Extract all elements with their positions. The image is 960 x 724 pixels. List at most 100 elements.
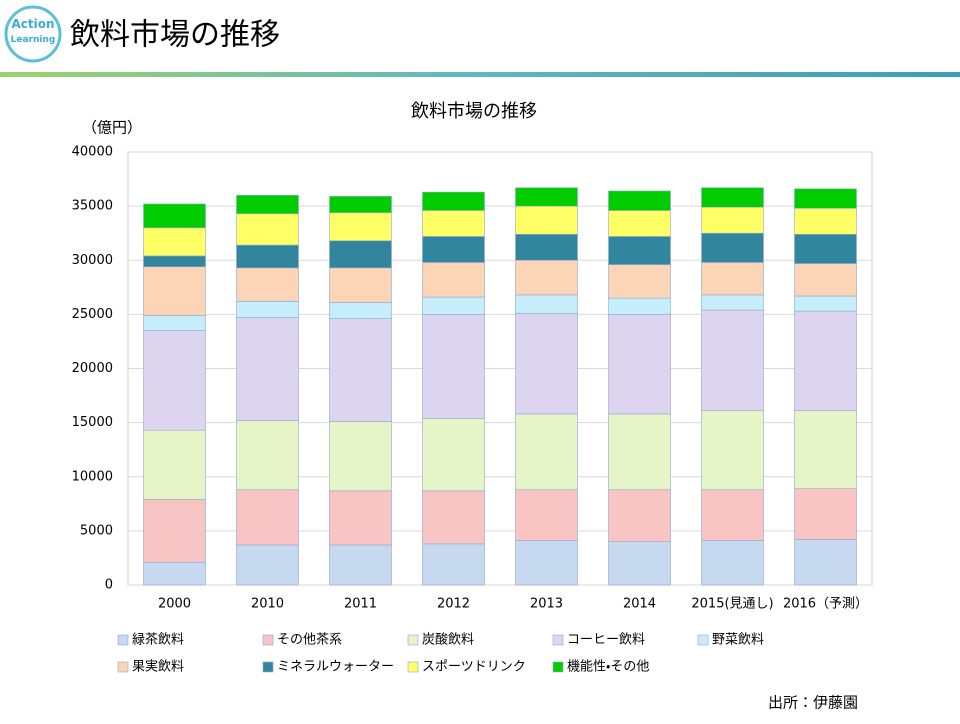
x-tick-label: 2015(見通し) bbox=[691, 597, 773, 612]
bar-segment bbox=[329, 212, 392, 242]
y-tick-label: 35000 bbox=[72, 199, 113, 214]
bar-segment bbox=[515, 294, 578, 314]
bar-segment bbox=[422, 417, 485, 492]
legend-label: 野菜飲料 bbox=[712, 633, 764, 648]
bar-segment bbox=[422, 210, 485, 237]
logo-text: Learning bbox=[11, 35, 56, 45]
y-tick-label: 20000 bbox=[72, 361, 113, 376]
bar-segment bbox=[794, 410, 857, 489]
bar-segment bbox=[236, 317, 299, 421]
bar-segment bbox=[143, 203, 206, 229]
bar-segment bbox=[236, 195, 299, 215]
bar-segment bbox=[794, 233, 857, 264]
y-tick-label: 10000 bbox=[72, 469, 113, 484]
x-tick-label: 2012 bbox=[437, 597, 470, 612]
bar-segment bbox=[236, 489, 299, 546]
slide-title: 飲料市場の推移 bbox=[70, 18, 280, 53]
bar-segment bbox=[701, 262, 764, 296]
bar-segment bbox=[329, 490, 392, 546]
bar-segment bbox=[143, 561, 206, 586]
legend-label: ミネラルウォーター bbox=[277, 660, 394, 675]
legend-label: その他茶系 bbox=[277, 633, 342, 648]
legend-swatch bbox=[262, 634, 274, 646]
legend-swatch bbox=[407, 634, 419, 646]
bar-segment bbox=[794, 539, 857, 586]
bar-segment bbox=[701, 206, 764, 234]
bar-segment bbox=[143, 266, 206, 316]
bar-segment bbox=[701, 540, 764, 586]
legend-label: スポーツドリンク bbox=[422, 660, 526, 675]
bar-segment bbox=[701, 232, 764, 263]
bar-segment bbox=[794, 488, 857, 540]
bar-segment bbox=[236, 213, 299, 246]
x-tick-label: 2010 bbox=[251, 597, 284, 612]
bar-segment bbox=[794, 310, 857, 412]
bar-segment bbox=[515, 312, 578, 415]
bar-segment bbox=[329, 240, 392, 269]
chart-title: 飲料市場の推移 bbox=[411, 101, 537, 122]
bar-segment bbox=[236, 267, 299, 302]
y-axis-label: （億円） bbox=[82, 119, 142, 137]
legend-label: コーヒー飲料 bbox=[567, 633, 645, 648]
bar-segment bbox=[236, 420, 299, 491]
bar-segment bbox=[422, 262, 485, 298]
bar-segment bbox=[608, 413, 671, 491]
y-tick-label: 0 bbox=[105, 578, 113, 593]
x-tick-label: 2000 bbox=[158, 597, 191, 612]
logo bbox=[4, 5, 62, 63]
bar-segment bbox=[701, 489, 764, 541]
bar-segment bbox=[608, 314, 671, 415]
bar-segment bbox=[608, 210, 671, 237]
legend-swatch bbox=[407, 661, 419, 673]
bar-segment bbox=[236, 301, 299, 318]
bar-segment bbox=[608, 489, 671, 542]
bar-segment bbox=[422, 191, 485, 211]
y-tick-label: 30000 bbox=[72, 253, 113, 268]
bar-segment bbox=[608, 236, 671, 265]
bar-segment bbox=[794, 295, 857, 312]
bar-segment bbox=[608, 297, 671, 315]
bar-segment bbox=[515, 205, 578, 235]
bar-segment bbox=[701, 294, 764, 311]
logo-text: Action bbox=[11, 17, 54, 31]
header-rule bbox=[0, 72, 960, 77]
bar-segment bbox=[329, 302, 392, 320]
bar-segment bbox=[794, 207, 857, 235]
bar-segment bbox=[422, 296, 485, 315]
bar-segment bbox=[422, 314, 485, 419]
bar-segment bbox=[515, 233, 578, 261]
bar-segment bbox=[143, 227, 206, 257]
legend-label: 機能性・その他 bbox=[567, 660, 649, 675]
bar-segment bbox=[515, 259, 578, 296]
legend-swatch bbox=[552, 661, 564, 673]
x-tick-label: 2016（予測） bbox=[783, 597, 868, 612]
legend-label: 果実飲料 bbox=[132, 659, 184, 675]
bar-segment bbox=[236, 244, 299, 269]
bar-segment bbox=[608, 190, 671, 211]
legend-label: 緑茶飲料 bbox=[132, 633, 184, 648]
legend-swatch bbox=[262, 661, 274, 673]
bar-segment bbox=[143, 315, 206, 331]
bar-segment bbox=[329, 318, 392, 422]
bar-segment bbox=[236, 544, 299, 586]
legend-label: 炭酸飲料 bbox=[422, 632, 474, 648]
bar-segment bbox=[329, 421, 392, 492]
y-tick-label: 25000 bbox=[72, 307, 113, 322]
y-tick-label: 15000 bbox=[72, 415, 113, 430]
bar-segment bbox=[329, 267, 392, 303]
bar-segment bbox=[701, 187, 764, 208]
bar-segment bbox=[422, 543, 485, 586]
bar-segment bbox=[701, 410, 764, 491]
bar-segment bbox=[515, 489, 578, 541]
bar-segment bbox=[143, 255, 206, 268]
bar-segment bbox=[794, 188, 857, 209]
legend-swatch bbox=[117, 661, 129, 673]
x-tick-label: 2011 bbox=[344, 597, 377, 612]
legend-swatch bbox=[117, 634, 129, 646]
bar-segment bbox=[701, 309, 764, 412]
bar-segment bbox=[422, 236, 485, 263]
y-tick-label: 40000 bbox=[72, 145, 113, 160]
bar-segment bbox=[608, 541, 671, 586]
bar-segment bbox=[329, 544, 392, 586]
